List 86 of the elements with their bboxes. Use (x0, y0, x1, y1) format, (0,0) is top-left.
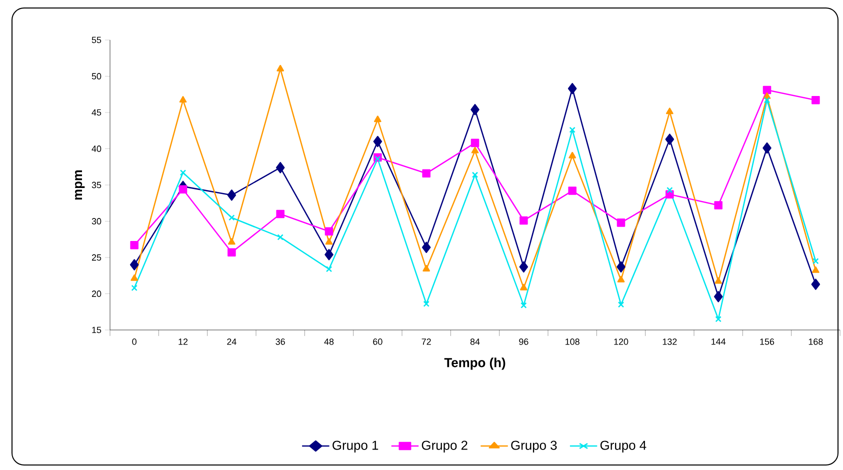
y-tick-label: 15 (92, 326, 102, 334)
legend-label: Grupo 1 (332, 440, 378, 452)
point (568, 82, 577, 94)
x-tick-label: 84 (470, 338, 480, 345)
point (422, 242, 431, 253)
point (422, 264, 430, 272)
point (422, 169, 430, 178)
y-tick-label: 40 (92, 146, 102, 152)
x-tick-label: 48 (324, 338, 334, 345)
point (665, 134, 674, 145)
y-tick-label: 35 (92, 182, 102, 188)
x-tick-label: 60 (373, 338, 382, 345)
point (714, 291, 723, 302)
point (471, 146, 479, 154)
point (812, 96, 820, 104)
point (764, 97, 770, 104)
point (519, 261, 528, 273)
point (568, 152, 576, 158)
point (762, 86, 772, 94)
x-tick-label: 96 (519, 338, 528, 345)
y-tick-label: 55 (92, 36, 102, 44)
point (423, 300, 430, 307)
point (130, 259, 139, 270)
point (276, 210, 284, 218)
x-tick-label: 24 (227, 338, 236, 345)
point (666, 108, 674, 114)
point (374, 116, 382, 122)
point (324, 248, 334, 260)
point (472, 172, 478, 178)
y-tick-label: 30 (92, 218, 102, 224)
point (325, 238, 333, 245)
point (179, 96, 187, 103)
point (811, 278, 820, 290)
point (617, 276, 625, 282)
point (228, 238, 236, 245)
point (714, 201, 722, 210)
point (616, 218, 626, 227)
point (228, 248, 236, 257)
point (276, 64, 284, 72)
point (178, 185, 188, 194)
y-axis-title: mpm (75, 170, 85, 200)
point (276, 162, 285, 174)
point (130, 274, 138, 281)
point (277, 234, 284, 240)
x-tick-label: 168 (808, 338, 823, 345)
point (569, 126, 576, 134)
point (666, 186, 673, 194)
x-tick-label: 132 (662, 338, 677, 345)
point (324, 227, 334, 236)
point (520, 302, 527, 308)
y-tick-label: 20 (92, 290, 102, 297)
legend-label: Grupo 4 (600, 440, 646, 452)
point (616, 261, 626, 273)
point (373, 136, 382, 148)
x-axis-title: Tempo (h) (444, 358, 506, 370)
point (812, 258, 819, 264)
point (470, 138, 480, 148)
x-tick-label: 108 (566, 338, 580, 345)
point (131, 284, 138, 292)
y-tick-label: 25 (92, 254, 102, 261)
point (568, 186, 576, 195)
x-tick-label: 12 (178, 338, 188, 345)
point (227, 190, 236, 201)
point (714, 277, 722, 284)
point (228, 214, 235, 221)
x-tick-label: 120 (614, 338, 628, 345)
point (130, 241, 138, 250)
legend-label: Grupo 3 (511, 440, 557, 452)
point (470, 104, 480, 116)
point (326, 266, 332, 272)
x-tick-label: 36 (276, 338, 285, 345)
point (520, 216, 528, 225)
y-tick-label: 50 (92, 73, 102, 80)
point (715, 316, 722, 322)
x-tick-label: 0 (132, 338, 136, 345)
x-tick-label: 144 (712, 338, 726, 345)
x-tick-label: 72 (422, 338, 431, 345)
point (180, 170, 186, 176)
point (520, 284, 528, 290)
point (812, 266, 820, 273)
x-tick-label: 156 (760, 338, 774, 345)
point (618, 301, 624, 308)
y-tick-label: 45 (92, 109, 102, 116)
point (374, 156, 381, 162)
legend-label: Grupo 2 (422, 440, 468, 452)
point (762, 142, 772, 154)
